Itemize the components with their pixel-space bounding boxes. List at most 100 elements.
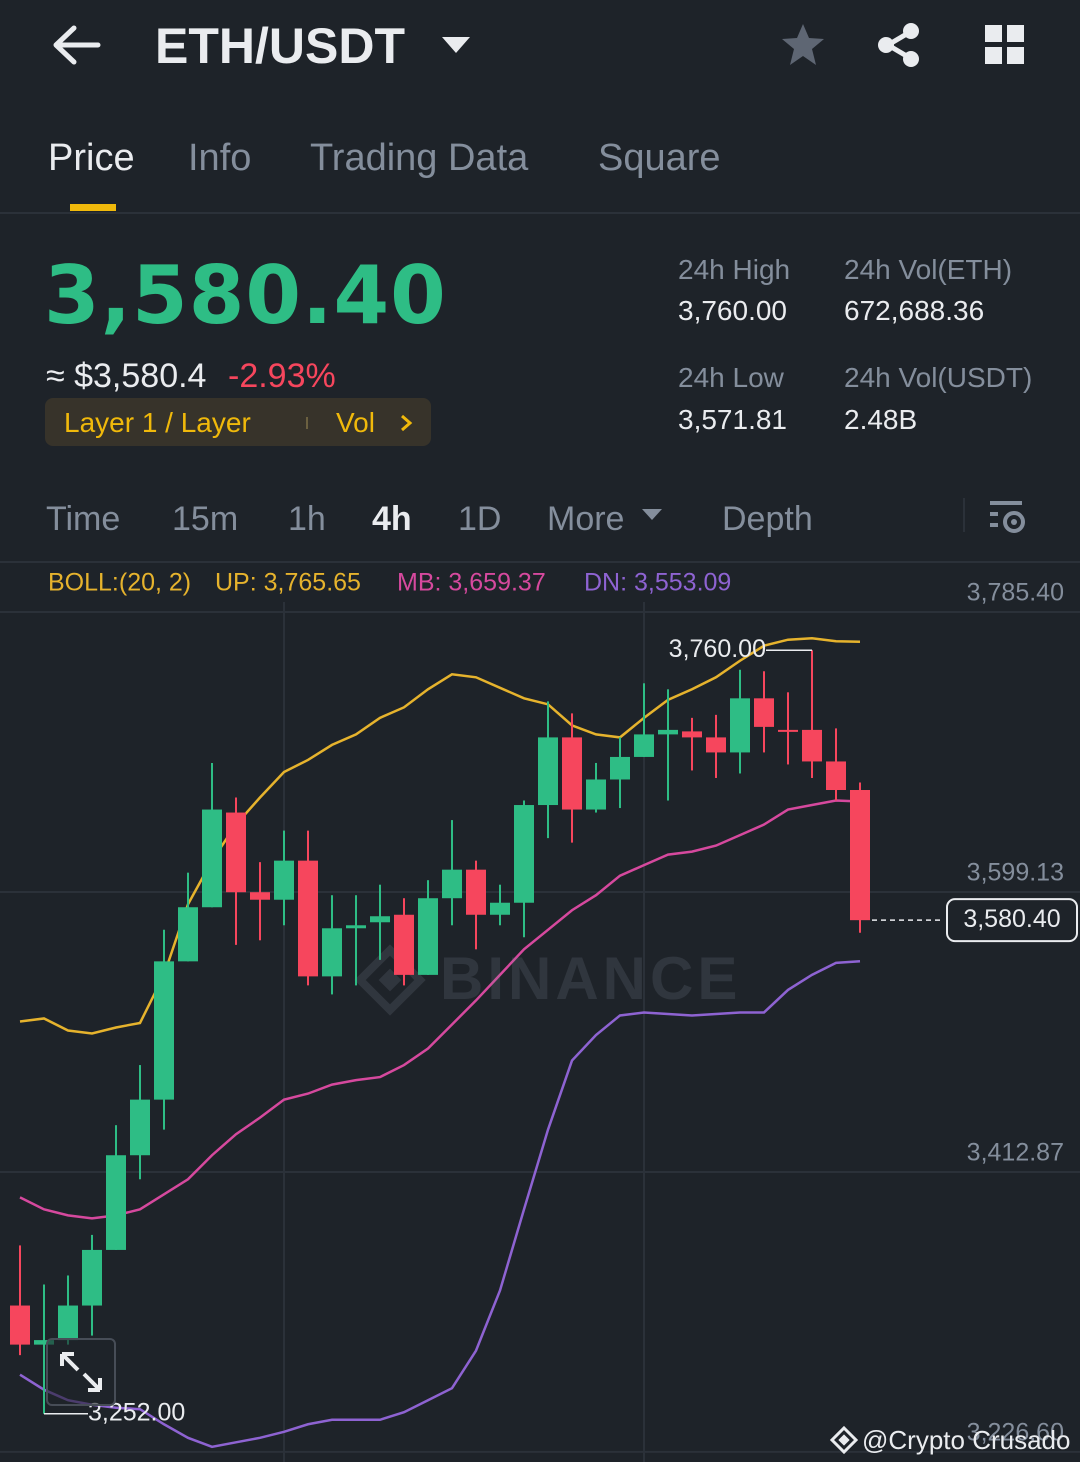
last-price: 3,580.40 [44,249,447,342]
band-value: 3,553.09 [634,568,732,597]
candle-body [778,729,798,732]
tag[interactable]: Layer 1 / Layer [64,407,251,438]
interval[interactable]: Time [46,500,121,538]
watermark: BINANCE [440,945,741,1012]
y-tick-label: 3,412.87 [967,1139,1064,1167]
stat-label: 24h Low [678,362,784,393]
tab-indicator [70,204,116,211]
candle-body [538,737,558,806]
candle-body [178,907,198,962]
interval[interactable]: 15m [172,500,239,538]
candle-body [202,809,222,908]
tag-box[interactable] [45,398,431,446]
candle-body [634,734,654,757]
candle-body [322,928,342,977]
candle-body [274,860,294,900]
band-line [19,799,861,1220]
indicator-name: BOLL:(20, 2) [48,568,192,597]
price-change: -2.93% [228,357,336,395]
y-tick-label: 3,599.13 [967,859,1064,887]
candle-body [394,914,414,975]
pair-title[interactable]: ETH/USDT [155,18,405,74]
candle-body [658,729,678,735]
expand-icon [60,1352,102,1392]
band-legend: DN: 3,553.09 [584,568,732,597]
candle-body [250,892,270,900]
share-icon[interactable] [876,22,922,68]
candle-body [370,916,390,923]
pair-dropdown[interactable] [440,34,472,56]
candle-body [154,961,174,1100]
band-value: 3,765.65 [263,568,361,597]
grid-menu[interactable] [984,24,1026,66]
band-legend: UP: 3,765.65 [215,568,361,597]
expand-button[interactable] [46,1338,116,1406]
candle-body [610,756,630,780]
candle-body [490,902,510,915]
interval-active[interactable]: 4h [372,500,412,538]
tab[interactable]: Trading Data [310,137,529,179]
candle-body [346,925,366,929]
stat-value: 3,760.00 [678,295,787,326]
band-legend: MB: 3,659.37 [397,568,546,597]
stat-label: 24h High [678,254,791,285]
band-name: DN: [584,568,628,597]
candlestick-chart: 3,785.40 3,599.13 3,412.87 3,226.60 3,760.00… [0,579,1080,1462]
tag-separator [306,417,308,429]
last-price-label: 3,580.40 [963,905,1060,933]
favorite-star[interactable] [780,22,826,68]
candle-body [514,805,534,903]
credit: @Crypto Crusado [862,1425,1071,1455]
candle-body [82,1249,102,1306]
band-name: MB: [397,568,442,597]
stat-label: 24h Vol(USDT) [844,362,1033,393]
interval[interactable]: 1h [288,500,326,538]
candle-body [802,729,822,762]
more-dropdown[interactable] [640,507,664,523]
band-name: UP: [215,568,257,597]
candle-body [130,1099,150,1156]
y-tick-label: 3,785.40 [967,579,1064,607]
fiat-price: ≈ $3,580.4 [46,357,207,395]
candle-body [850,790,870,921]
candle-body [754,698,774,727]
candle-body [442,869,462,899]
divider [963,498,965,532]
candle-body [706,737,726,753]
stat-value: 3,571.81 [678,404,787,435]
candle-body [826,761,846,791]
candle-body [466,869,486,915]
candle-body [106,1155,126,1250]
tab[interactable]: Info [188,137,252,179]
candle-body [34,1340,54,1345]
stat-value: 2.48B [844,404,918,435]
candle-body [586,779,606,810]
divider [0,212,1080,214]
interval[interactable]: 1D [458,500,502,538]
divider [0,561,1080,563]
band-line [19,959,861,1449]
back-button[interactable] [50,24,102,66]
candle-body [562,737,582,810]
y-tick-label: 3,226.60 [967,1419,1064,1447]
interval[interactable]: Depth [722,500,813,538]
tag-link[interactable]: Vol [336,407,375,438]
stat-value: 672,688.36 [844,295,985,326]
candle-body [298,860,318,977]
last-price-box [946,898,1078,943]
candle-body [682,731,702,738]
interval[interactable]: More [547,500,625,538]
stat-label: 24h Vol(ETH) [844,254,1013,285]
candle-body [730,698,750,753]
tab-active[interactable]: Price [48,137,135,179]
chart-settings[interactable] [988,498,1028,536]
annotation-label: 3,760.00 [669,635,766,663]
candle-body [58,1305,78,1341]
candle-body [226,812,246,893]
band-value: 3,659.37 [448,568,546,597]
chevron [401,414,413,432]
tab[interactable]: Square [598,137,721,179]
candle-body [10,1305,30,1345]
credit-logo [830,1426,858,1454]
